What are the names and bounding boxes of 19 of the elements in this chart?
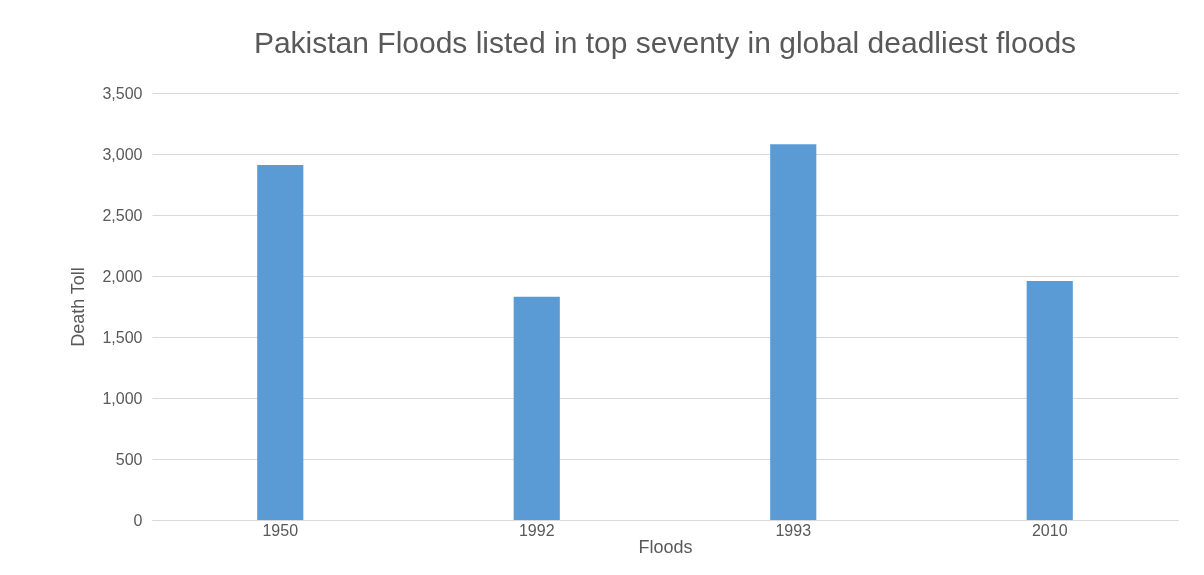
- x-tick-label: 1993: [775, 521, 812, 539]
- x-tick-label: 2010: [1031, 521, 1068, 539]
- chart-title: Pakistan Floods listed in top seventy in global deadliest floods: [253, 26, 1077, 59]
- y-tick-label: 0: [133, 511, 143, 529]
- x-tick-label: 1992: [518, 521, 555, 539]
- y-tick-label: 1,000: [102, 389, 143, 407]
- y-tick-label: 2,500: [102, 206, 143, 224]
- bar: [513, 296, 560, 520]
- y-tick-label: 2,000: [102, 267, 143, 285]
- bar: [770, 144, 817, 520]
- bar: [1026, 280, 1073, 520]
- y-tick-label: 1,500: [102, 328, 143, 346]
- y-tick-label: 3,500: [102, 84, 143, 102]
- y-tick-label: 3,000: [102, 145, 143, 163]
- y-tick-label: 500: [115, 450, 143, 468]
- y-axis-title: Death Toll: [68, 267, 89, 347]
- bar: [257, 164, 304, 520]
- x-axis-title: Floods: [638, 536, 693, 557]
- x-tick-label: 1950: [262, 521, 299, 539]
